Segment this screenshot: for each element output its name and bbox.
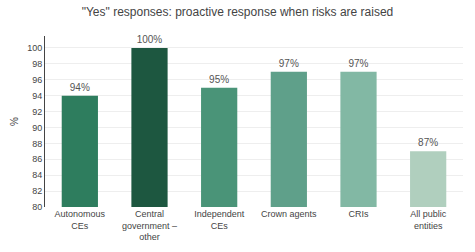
svg-text:%: %: [9, 117, 20, 126]
svg-text:CRIs: CRIs: [349, 209, 369, 219]
svg-text:84: 84: [32, 170, 42, 180]
svg-text:86: 86: [32, 154, 42, 164]
svg-text:IndependentCEs: IndependentCEs: [194, 209, 245, 231]
svg-text:94: 94: [32, 91, 42, 101]
svg-text:90: 90: [32, 123, 42, 133]
svg-text:82: 82: [32, 186, 42, 196]
svg-text:97%: 97%: [348, 58, 368, 69]
svg-text:94%: 94%: [70, 82, 90, 93]
svg-text:96: 96: [32, 75, 42, 85]
svg-text:80: 80: [32, 202, 42, 212]
svg-text:95%: 95%: [209, 74, 229, 85]
svg-text:100%: 100%: [137, 34, 163, 45]
svg-text:98: 98: [32, 59, 42, 69]
svg-text:AutonomousCEs: AutonomousCEs: [55, 209, 106, 231]
svg-text:All publicentities: All publicentities: [410, 209, 447, 231]
svg-text:100: 100: [27, 43, 42, 53]
svg-text:92: 92: [32, 107, 42, 117]
svg-text:Crown agents: Crown agents: [261, 209, 317, 219]
svg-text:"Yes" responses: proactive res: "Yes" responses: proactive response when…: [82, 5, 394, 19]
svg-text:Centralgovernment –other: Centralgovernment –other: [122, 209, 177, 242]
svg-text:97%: 97%: [279, 58, 299, 69]
svg-text:88: 88: [32, 139, 42, 149]
svg-text:87%: 87%: [418, 137, 438, 148]
